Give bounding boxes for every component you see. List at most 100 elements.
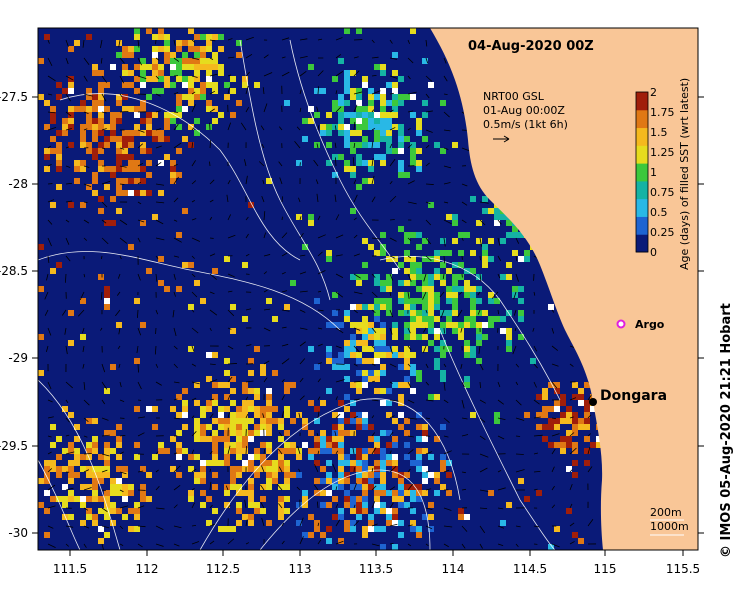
sst-pixel [260,496,266,502]
sst-pixel [356,388,362,394]
current-vector [353,520,360,527]
current-vector [443,327,445,334]
current-vector [83,543,87,548]
sst-pixel [200,58,206,64]
sst-pixel [380,460,386,466]
sst-pixel [248,388,254,394]
sst-pixel [140,106,146,112]
current-vector [317,343,323,347]
current-vector [173,255,180,258]
sst-pixel [200,298,206,304]
sst-pixel [410,484,416,490]
sst-pixel [398,424,404,430]
sst-pixel [230,328,236,334]
sst-pixel [116,178,122,184]
sst-pixel [266,418,272,424]
sst-pixel [80,334,86,340]
sst-pixel [410,112,416,118]
current-vector [407,381,412,388]
sst-pixel [68,490,74,496]
current-vector [353,345,360,353]
sst-pixel [122,472,128,478]
current-vector [83,507,89,511]
current-vector [116,291,121,296]
sst-pixel [596,442,602,448]
sst-pixel [548,442,554,448]
current-vector [209,73,218,77]
sst-pixel [374,388,380,394]
sst-pixel [344,346,350,352]
current-vector [209,523,216,527]
sst-pixel [68,340,74,346]
sst-pixel [56,184,62,190]
current-vector [371,415,375,419]
contour-line [38,459,81,550]
current-vector [371,432,376,437]
sst-pixel [368,448,374,454]
sst-pixel [50,118,56,124]
sst-pixel [188,262,194,268]
sst-pixel [374,124,380,130]
sst-pixel [146,148,152,154]
sst-pixel [62,496,68,502]
sst-pixel [284,508,290,514]
sst-pixel [392,256,398,262]
sst-pixel [296,214,302,220]
y-tick-label: -30 [8,526,28,540]
current-vector [173,273,176,280]
sst-pixel [398,496,404,502]
sst-pixel [104,220,110,226]
sst-pixel [428,256,434,262]
sst-pixel [182,52,188,58]
sst-pixel [392,124,398,130]
current-vector [298,412,301,419]
sst-pixel [422,256,428,262]
sst-pixel [536,424,542,430]
current-vector [191,57,199,60]
sst-pixel [74,106,80,112]
sst-pixel [344,130,350,136]
current-vector [461,237,464,241]
current-vector [277,484,283,491]
argo-label: Argo [635,318,665,331]
sst-pixel [92,178,98,184]
sst-pixel [116,94,122,100]
sst-pixel [380,466,386,472]
current-vector [389,399,399,402]
sst-pixel [134,358,140,364]
sst-pixel [368,322,374,328]
sst-pixel [392,100,398,106]
sst-pixel [176,100,182,106]
sst-pixel [422,430,428,436]
sst-pixel [332,292,338,298]
sst-pixel [548,544,554,550]
current-vector [245,519,248,527]
current-vector [227,412,230,419]
sst-pixel [410,496,416,502]
sst-pixel [356,496,362,502]
current-vector [353,91,363,95]
current-vector [389,523,398,527]
sst-pixel [224,424,230,430]
sst-pixel [146,76,152,82]
sst-pixel [506,274,512,280]
current-vector [227,56,235,59]
sst-pixel [374,112,380,118]
sst-pixel [314,442,320,448]
current-vector [46,345,49,352]
sst-pixel [98,166,104,172]
sst-pixel [188,58,194,64]
sst-pixel [404,430,410,436]
current-vector [65,345,68,355]
sst-pixel [320,478,326,484]
sst-pixel [416,484,422,490]
sst-pixel [134,514,140,520]
current-vector [191,309,195,313]
current-vector [425,451,433,455]
sst-pixel [266,430,272,436]
sst-pixel [362,472,368,478]
current-vector [407,110,414,113]
sst-pixel [92,190,98,196]
sst-pixel [566,418,572,424]
sst-pixel [170,52,176,58]
